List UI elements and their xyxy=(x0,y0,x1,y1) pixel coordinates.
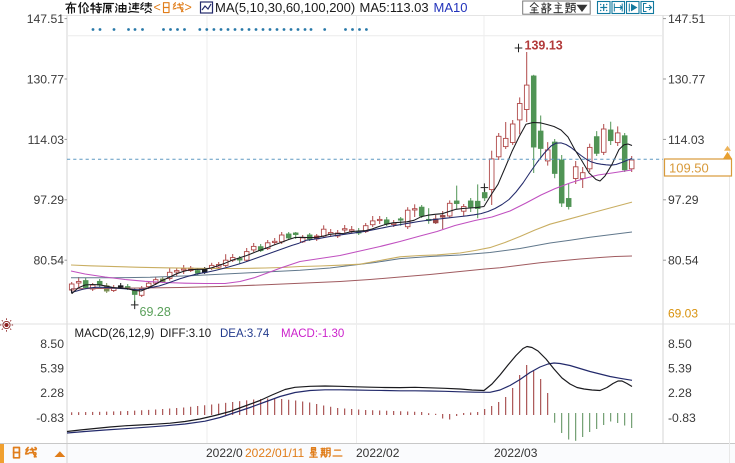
svg-text:DEA:3.74: DEA:3.74 xyxy=(220,328,270,340)
svg-text:5.39: 5.39 xyxy=(668,362,692,376)
svg-text:>: > xyxy=(185,1,192,15)
svg-text:2.28: 2.28 xyxy=(668,386,692,400)
svg-text:130.77: 130.77 xyxy=(668,72,705,86)
svg-text:-0.83: -0.83 xyxy=(36,411,64,425)
svg-text:8.50: 8.50 xyxy=(668,337,692,351)
svg-text:MACD:-1.30: MACD:-1.30 xyxy=(281,328,344,340)
svg-text:147.51: 147.51 xyxy=(668,12,705,26)
svg-text:2022/03: 2022/03 xyxy=(494,446,538,460)
svg-text:8.50: 8.50 xyxy=(40,337,64,351)
svg-text:80.54: 80.54 xyxy=(668,253,699,267)
svg-text:5.39: 5.39 xyxy=(40,362,64,376)
svg-text:80.54: 80.54 xyxy=(34,253,65,267)
svg-text:2022/01/11: 2022/01/11 xyxy=(245,446,304,460)
svg-text:139.13: 139.13 xyxy=(525,39,563,53)
svg-text:97.29: 97.29 xyxy=(668,193,699,207)
svg-text:109.50: 109.50 xyxy=(669,161,709,176)
svg-text:69.03: 69.03 xyxy=(668,307,698,321)
svg-text:2.28: 2.28 xyxy=(40,386,64,400)
svg-text:114.03: 114.03 xyxy=(668,133,705,147)
svg-text:MA5:113.03: MA5:113.03 xyxy=(360,0,429,15)
svg-text:<: < xyxy=(154,1,161,15)
svg-text:130.77: 130.77 xyxy=(27,72,64,86)
svg-text:2022/02: 2022/02 xyxy=(356,446,400,460)
svg-text:97.29: 97.29 xyxy=(34,193,65,207)
svg-text:-0.83: -0.83 xyxy=(668,411,696,425)
svg-text:69.28: 69.28 xyxy=(140,305,171,319)
svg-text:114.03: 114.03 xyxy=(28,133,65,147)
svg-text:DIFF:3.10: DIFF:3.10 xyxy=(160,328,211,340)
svg-text:MA(5,10,30,60,100,200): MA(5,10,30,60,100,200) xyxy=(215,0,355,15)
svg-text:MACD(26,12,9): MACD(26,12,9) xyxy=(75,328,155,340)
svg-text:MA10: MA10 xyxy=(434,0,468,15)
svg-text:147.51: 147.51 xyxy=(27,12,64,26)
svg-text:2022/0: 2022/0 xyxy=(206,446,243,460)
